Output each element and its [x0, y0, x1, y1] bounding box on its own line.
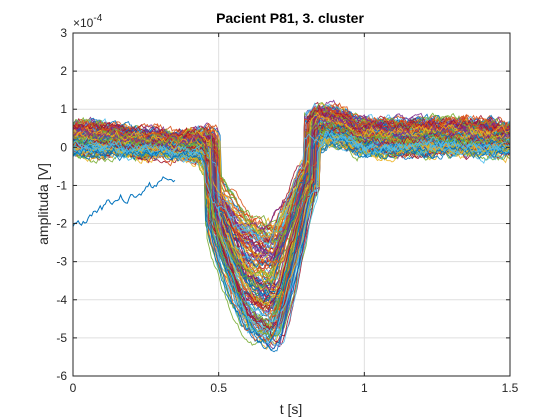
- y-tick-label: -3: [56, 255, 67, 269]
- x-tick-label: 0: [70, 381, 77, 395]
- y-tick-label: 2: [60, 64, 67, 78]
- y-tick-label: 3: [60, 26, 67, 40]
- x-tick-label: 1.5: [502, 381, 519, 395]
- y-tick-label: -6: [56, 369, 67, 383]
- y-tick-label: 1: [60, 102, 67, 116]
- y-tick-label: -2: [56, 217, 67, 231]
- y-tick-label: -5: [56, 331, 67, 345]
- chart-title: Pacient P81, 3. cluster: [216, 10, 364, 26]
- y-axis-label: amplituda [V]: [35, 163, 51, 245]
- x-axis-label: t [s]: [280, 401, 303, 417]
- y-tick-label: -4: [56, 293, 67, 307]
- y-tick-label: 0: [60, 140, 67, 154]
- y-tick-label: -1: [56, 178, 67, 192]
- x-tick-label: 0.5: [210, 381, 227, 395]
- axis-exponent-base: ×10: [73, 16, 94, 30]
- axis-exponent-power: -4: [93, 13, 102, 24]
- x-tick-label: 1: [361, 381, 368, 395]
